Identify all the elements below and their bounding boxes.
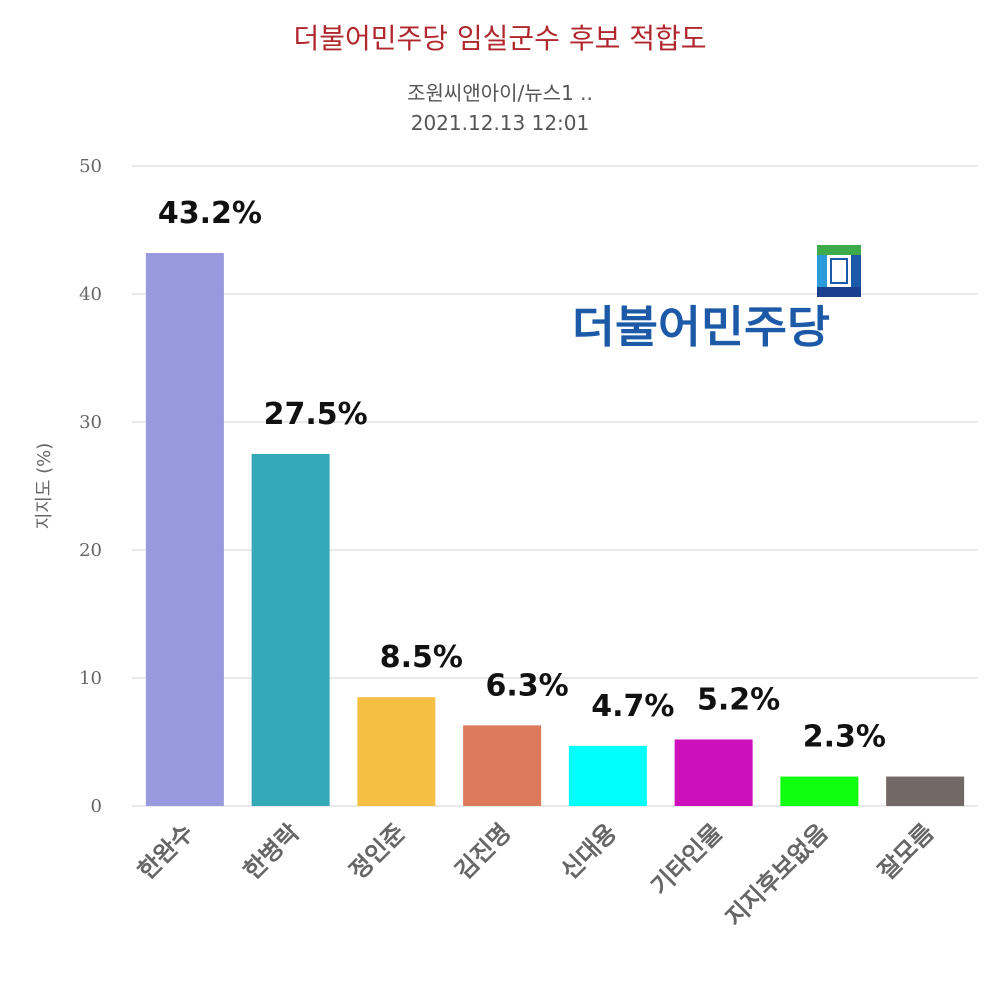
x-tick-label: 지지후보없음: [720, 818, 833, 931]
y-tick-label: 30: [79, 412, 102, 433]
y-tick-label: 50: [79, 156, 102, 177]
data-labels: 43.2% 27.5% 8.5% 6.3% 4.7% 5.2% 2.3%: [158, 196, 886, 755]
party-logo: 더불어민주당: [572, 245, 861, 353]
bar: [251, 454, 330, 806]
data-label: 6.3%: [486, 668, 569, 703]
bar: [357, 697, 436, 806]
data-label: 5.2%: [697, 682, 780, 717]
chart-subtitle: 조원씨앤아이/뉴스1 ..: [407, 81, 593, 105]
y-tick-label: 40: [79, 284, 102, 305]
bar: [568, 745, 647, 806]
x-tick-label: 기타인물: [646, 818, 728, 900]
y-axis-label: 지지도 (%): [34, 443, 55, 530]
chart-date: 2021.12.13 12:01: [411, 111, 590, 135]
data-label: 27.5%: [264, 397, 368, 432]
party-flag-icon: [817, 245, 861, 297]
y-axis-ticks: 0 10 20 30 40 50: [79, 156, 102, 817]
bar: [674, 739, 753, 806]
data-label: 8.5%: [380, 640, 463, 675]
party-logo-text: 더불어민주당: [572, 302, 830, 353]
x-tick-label: 잘모름: [873, 818, 940, 885]
x-tick-label: 한완수: [132, 818, 199, 885]
y-tick-label: 10: [79, 668, 102, 689]
chart-title: 더불어민주당 임실군수 후보 적합도: [293, 22, 706, 55]
y-tick-label: 20: [79, 540, 102, 561]
bar: [145, 253, 224, 807]
x-tick-label: 신대용: [555, 818, 622, 885]
x-tick-label: 정인준: [344, 818, 411, 885]
data-label: 2.3%: [803, 720, 886, 755]
bar: [463, 725, 542, 806]
bars: [145, 253, 965, 807]
data-label: 4.7%: [591, 689, 674, 724]
data-label: 43.2%: [158, 196, 262, 231]
bar: [780, 776, 859, 806]
x-tick-label: 한병락: [238, 818, 305, 885]
x-tick-label: 김진명: [450, 818, 517, 885]
bar: [886, 776, 965, 806]
y-tick-label: 0: [91, 796, 102, 817]
